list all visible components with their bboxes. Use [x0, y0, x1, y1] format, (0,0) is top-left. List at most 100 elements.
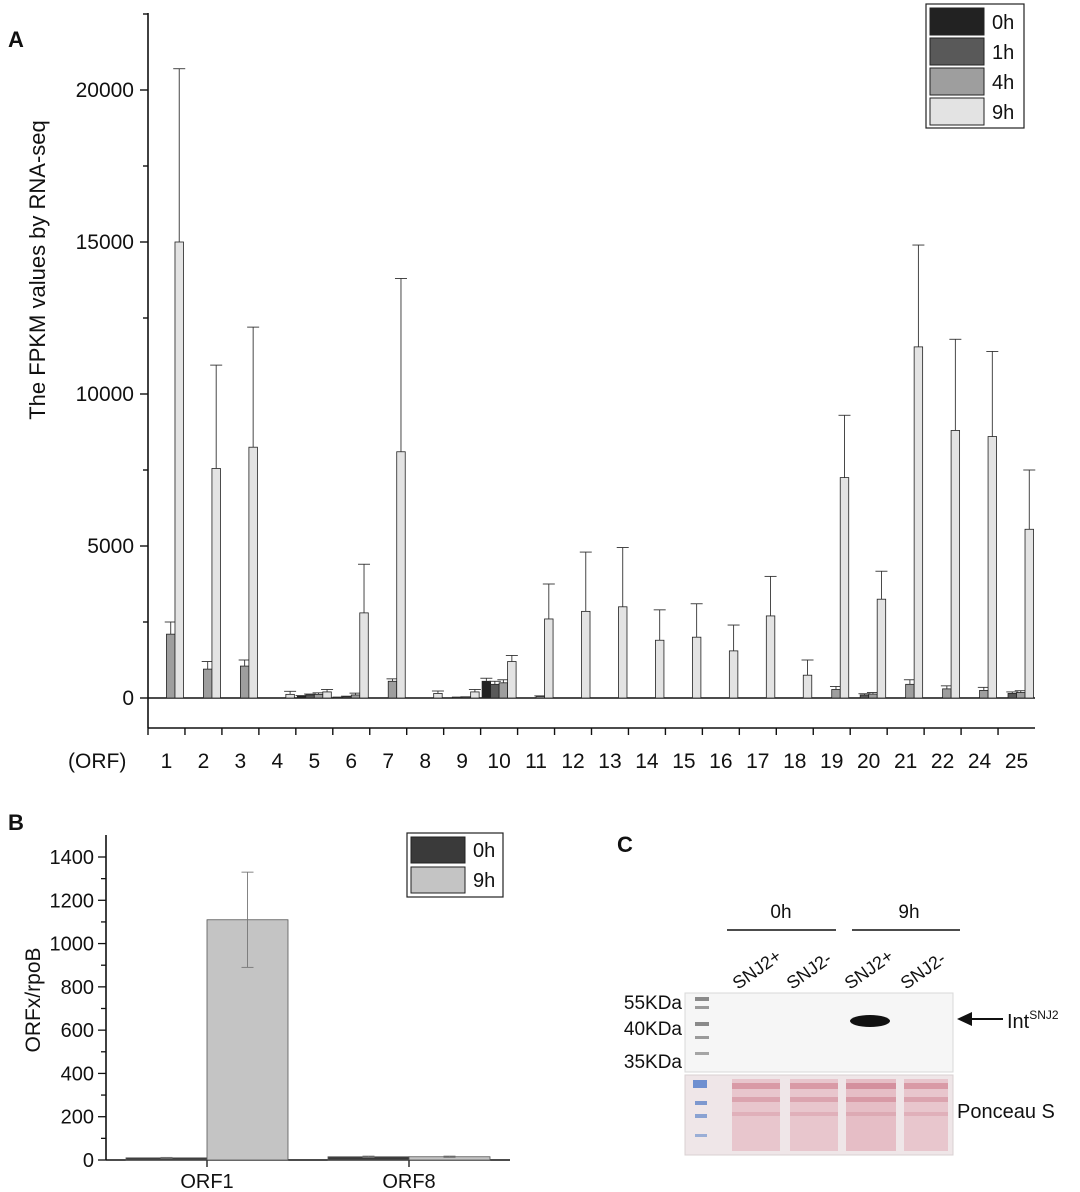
bar-4h [166, 633, 176, 699]
bar-4h [868, 693, 878, 699]
panel-a-x-tick-label: 3 [235, 750, 247, 773]
bar-9h [1024, 528, 1034, 699]
blot-marker-label: 40KDa [624, 1019, 683, 1040]
bar-9h [285, 693, 295, 699]
panel-a-x-tick-label: 14 [635, 750, 659, 773]
blot-membrane [684, 992, 954, 1073]
panel-a-x-tick-label: 8 [419, 750, 431, 773]
legend-swatch-0h [410, 836, 466, 864]
panel-b-plot: 0 200 400 600 800 1000 1200 1400 ORF1 ORF8 [50, 835, 510, 1192]
panel-a-x-tick-label: 6 [345, 750, 357, 773]
panel-b-y-tick-label: 1200 [50, 890, 95, 912]
panel-a-x-tick-label: 4 [272, 750, 284, 773]
legend-label-9h: 9h [992, 102, 1014, 124]
bar-9h [691, 636, 702, 699]
panel-a-x-tick-label: 18 [783, 750, 806, 773]
blot-lane-label: SNJ2- [783, 948, 835, 993]
bar-1h [305, 694, 315, 699]
panel-b-y-tick-label: 400 [61, 1063, 94, 1085]
western-blot: 0h 9h SNJ2+ SNJ2- SNJ2+ SNJ2- 55KDa 40KD… [624, 902, 1059, 1156]
blot-group-0h: 0h [770, 902, 791, 923]
bar-9h [581, 610, 591, 699]
bar-9h [728, 650, 739, 699]
bar-9h [876, 598, 887, 699]
bar-4h [1016, 692, 1026, 699]
ladder-bands [695, 997, 709, 1055]
bar-1h [1007, 693, 1017, 699]
bar-9h [174, 241, 184, 699]
panel-a-x-tick-label: 12 [561, 750, 584, 773]
panel-a-x-tick-label: 9 [456, 750, 468, 773]
panel-a-x-tick-label: 7 [382, 750, 394, 773]
panel-b-y-tick-label: 1400 [50, 847, 95, 869]
bar-4h [942, 688, 952, 699]
panel-b-y-tick-label: 800 [61, 977, 94, 999]
legend-swatch-4h [929, 67, 985, 96]
panel-a-y-tick-label: 10000 [76, 383, 134, 406]
bar-9h [618, 606, 628, 699]
panel-label-c: C [617, 832, 633, 857]
bar-9h [433, 693, 443, 699]
bar-4h [313, 693, 324, 699]
bar-4h [203, 668, 213, 699]
bar-4h [498, 682, 509, 699]
bar-0h [481, 680, 492, 699]
blot-lane-label: SNJ2+ [729, 946, 785, 994]
legend-swatch-9h [410, 866, 466, 894]
ponceau-label: Ponceau S [957, 1101, 1055, 1123]
legend-swatch-1h [929, 37, 985, 66]
bar-9h [987, 436, 997, 699]
blot-lane-label: SNJ2- [897, 948, 949, 993]
bar-9h [359, 612, 369, 699]
ponceau-lanes [732, 1079, 948, 1151]
legend-label-4h: 4h [992, 72, 1014, 94]
panel-a-x-tick-label: 2 [198, 750, 210, 773]
legend-label-0h: 0h [992, 12, 1014, 34]
legend-label-9h: 9h [473, 870, 495, 892]
panel-a-x-tick-label: 24 [968, 750, 992, 773]
bar-4h [535, 696, 545, 699]
legend-label-0h: 0h [473, 840, 495, 862]
panel-b-y-tick-label: 200 [61, 1107, 94, 1129]
bar-4h [979, 690, 989, 699]
bar-1h [490, 683, 500, 699]
bar-9h [802, 674, 813, 699]
arrow-head-icon [957, 1012, 972, 1026]
bar-9h [470, 691, 480, 699]
legend-label-1h: 1h [992, 42, 1014, 64]
legend-swatch-9h [929, 97, 985, 126]
blot-marker-label: 55KDa [624, 993, 683, 1014]
bar-4h [239, 665, 250, 699]
bar-9h [507, 661, 517, 699]
panel-b-y-axis-label: ORFx/rpoB [22, 947, 45, 1052]
panel-b-y-tick-label: 0 [83, 1150, 94, 1172]
panel-a-x-tick-label: 25 [1005, 750, 1028, 773]
panel-a-y-axis-label: The FPKM values by RNA-seq [25, 120, 50, 420]
bar-1h [859, 694, 870, 699]
bar-9h [765, 615, 776, 699]
legend-swatch-0h [929, 7, 985, 36]
bar-9h [248, 446, 258, 699]
panel-a-x-tick-label: 11 [525, 750, 547, 773]
panel-a-y-tick-label: 0 [122, 687, 134, 710]
bar-9h [211, 468, 221, 699]
panel-b-y-tick-label: 1000 [50, 934, 95, 956]
bar-9h [913, 346, 924, 699]
panel-a-x-tick-label: 22 [931, 750, 954, 773]
panel-b-x-tick-label: ORF8 [382, 1171, 435, 1192]
int-snj2-band [850, 1015, 890, 1027]
bar-9h [544, 618, 554, 699]
bar-4h [387, 680, 398, 699]
bar-1h [342, 696, 352, 699]
panel-b-y-tick-label: 600 [61, 1020, 94, 1042]
panel-a-legend: 0h 1h 4h 9h [925, 3, 1025, 129]
panel-a-y-tick-label: 5000 [87, 535, 134, 558]
panel-a-x-tick-label: 20 [857, 750, 880, 773]
blot-lane-label: SNJ2+ [841, 946, 897, 994]
panel-a-x-tick-label: 17 [746, 750, 769, 773]
panel-a-x-tick-label: 1 [161, 750, 173, 773]
panel-a-x-tick-label: 21 [894, 750, 917, 773]
panel-label-a: A [8, 27, 24, 52]
